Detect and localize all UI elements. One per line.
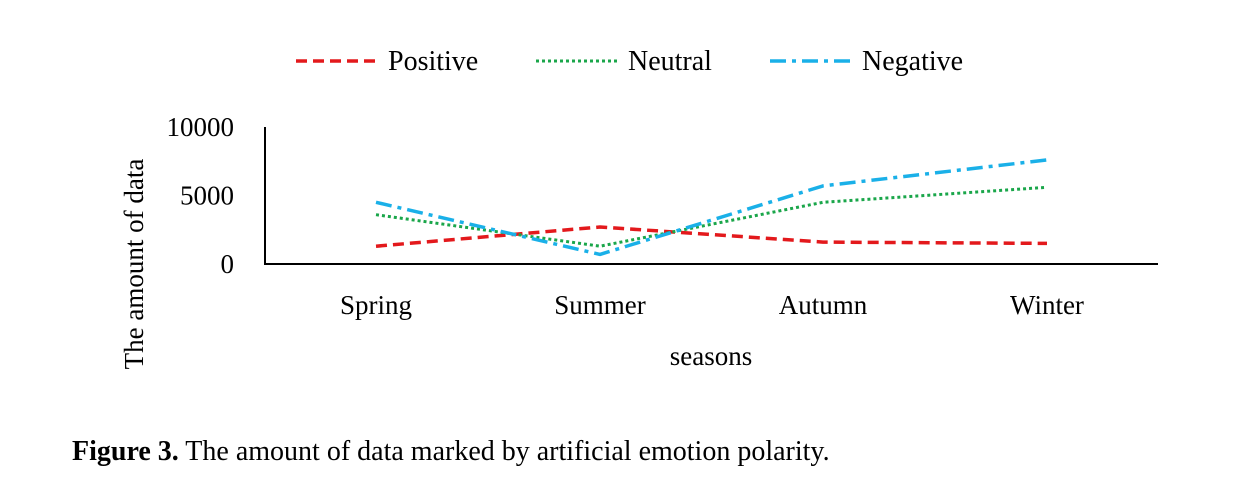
- x-axis-title: seasons: [670, 341, 753, 371]
- x-tick-label-winter: Winter: [1010, 290, 1084, 320]
- y-tick-label-5000: 5000: [180, 181, 234, 211]
- y-tick-label-10000: 10000: [167, 112, 235, 142]
- y-axis-title: The amount of data: [119, 159, 149, 370]
- figure-caption-label: Figure 3.: [72, 436, 179, 467]
- figure-caption-text: The amount of data marked by artificial …: [178, 436, 830, 467]
- series-line-neutral: [375, 185, 1048, 248]
- y-axis-ticks: 0 5000 10000: [167, 112, 235, 279]
- figure-caption: Figure 3. The amount of data marked by a…: [72, 436, 830, 468]
- legend-label-neutral: Neutral: [628, 46, 712, 77]
- series-lines: [375, 158, 1048, 257]
- x-tick-label-autumn: Autumn: [779, 290, 868, 320]
- legend: Positive Neutral Negative: [296, 46, 963, 77]
- legend-label-negative: Negative: [862, 46, 963, 77]
- y-tick-label-0: 0: [221, 249, 235, 279]
- series-line-positive: [375, 225, 1048, 248]
- x-axis-ticks: Spring Summer Autumn Winter: [340, 290, 1084, 320]
- series-line-negative: [375, 158, 1048, 257]
- legend-label-positive: Positive: [388, 46, 478, 77]
- x-tick-label-summer: Summer: [554, 290, 646, 320]
- x-tick-label-spring: Spring: [340, 290, 412, 320]
